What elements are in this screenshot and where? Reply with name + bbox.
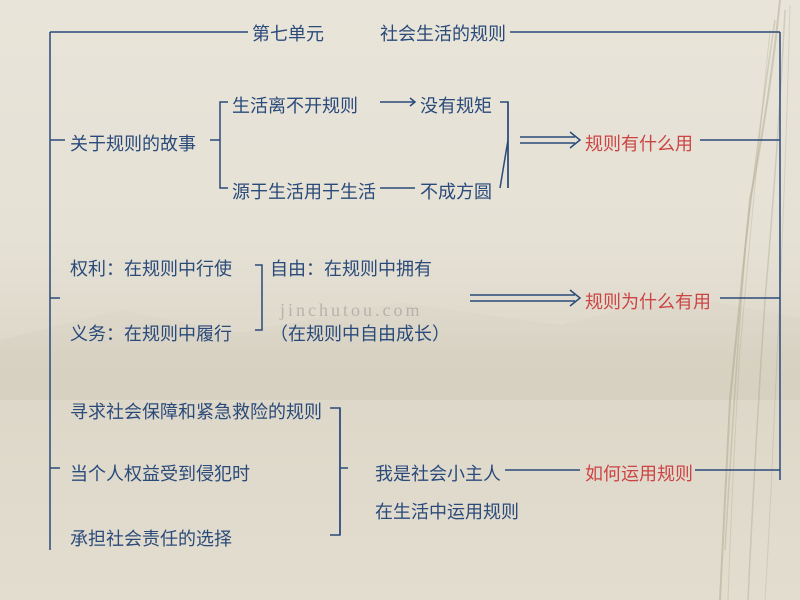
s3-c: 承担社会责任的选择 <box>70 525 232 551</box>
s2-c: 义务：在规则中履行 <box>70 320 232 346</box>
s1-root: 关于规则的故事 <box>70 130 196 156</box>
s1-right-b: 不成方圆 <box>420 178 492 204</box>
s3-mid-b: 在生活中运用规则 <box>375 498 519 524</box>
title-text: 社会生活的规则 <box>380 20 506 46</box>
s3-b: 当个人权益受到侵犯时 <box>70 460 250 486</box>
s2-a: 权利：在规则中行使 <box>70 255 232 281</box>
s1-branch-b: 源于生活用于生活 <box>232 178 376 204</box>
s1-right-a: 没有规矩 <box>420 92 492 118</box>
s3-result: 如何运用规则 <box>585 460 693 486</box>
s2-b: 自由：在规则中拥有 <box>270 255 432 281</box>
s2-d: （在规则中自由成长） <box>270 320 450 346</box>
unit-label: 第七单元 <box>252 20 324 46</box>
s1-result: 规则有什么用 <box>585 130 693 156</box>
s2-result: 规则为什么有用 <box>585 288 711 314</box>
watermark: jinchutou.com <box>280 300 422 321</box>
s3-mid-a: 我是社会小主人 <box>375 460 501 486</box>
s3-a: 寻求社会保障和紧急救险的规则 <box>70 398 322 424</box>
s1-branch-a: 生活离不开规则 <box>232 92 358 118</box>
